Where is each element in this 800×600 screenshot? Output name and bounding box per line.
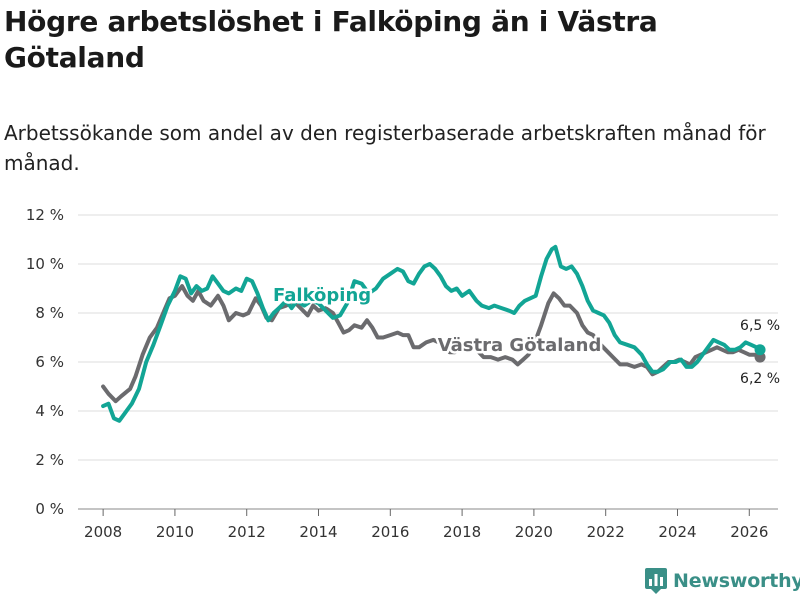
series-label-vastra-gotaland: Västra Götaland — [438, 335, 602, 356]
x-tick-label: 2010 — [156, 523, 194, 541]
brand-name: Newsworthy — [673, 570, 800, 592]
x-tick-label: 2018 — [443, 523, 481, 541]
series-label-falkoping: Falköping — [273, 285, 371, 306]
series-line — [101, 244, 763, 423]
end-value-label-vastra-gotaland: 6,2 % — [740, 371, 780, 387]
bar-chart-logo-icon — [645, 568, 667, 594]
y-tick-label: 4 % — [35, 402, 64, 420]
label-layer: Falköping Västra Götaland 6,5 % 6,2 % — [271, 282, 783, 389]
y-tick-label: 12 % — [26, 206, 64, 224]
x-tick-label: 2014 — [299, 523, 337, 541]
x-tick-label: 2020 — [515, 523, 553, 541]
y-tick-label: 2 % — [35, 451, 64, 469]
y-tick-label: 0 % — [35, 500, 64, 518]
x-tick-label: 2022 — [587, 523, 625, 541]
series-end-marker — [754, 344, 766, 356]
y-tick-label: 6 % — [35, 353, 64, 371]
chart-subtitle: Arbetssökande som andel av den registerb… — [4, 121, 766, 175]
line-chart: 0 % 2 % 4 % 6 % 8 % 10 % 12 % 2008 2010 2012 2014 2… — [26, 206, 783, 541]
y-tick-label: 10 % — [26, 255, 64, 273]
x-tick-label: 2016 — [371, 523, 409, 541]
x-tick-label: 2012 — [228, 523, 266, 541]
brand-logo: Newsworthy — [645, 568, 800, 594]
y-tick-label: 8 % — [35, 304, 64, 322]
x-tick-label: 2008 — [84, 523, 122, 541]
axis-layer: 0 % 2 % 4 % 6 % 8 % 10 % 12 % 2008 2010 2012 2014 2… — [26, 206, 768, 541]
series-layer — [101, 244, 766, 423]
chart-title: Högre arbetslöshet i Falköping än i Väst… — [4, 5, 658, 74]
end-value-label-falkoping: 6,5 % — [740, 318, 780, 334]
x-tick-label: 2026 — [730, 523, 768, 541]
series-line — [101, 284, 763, 404]
x-tick-label: 2024 — [658, 523, 696, 541]
